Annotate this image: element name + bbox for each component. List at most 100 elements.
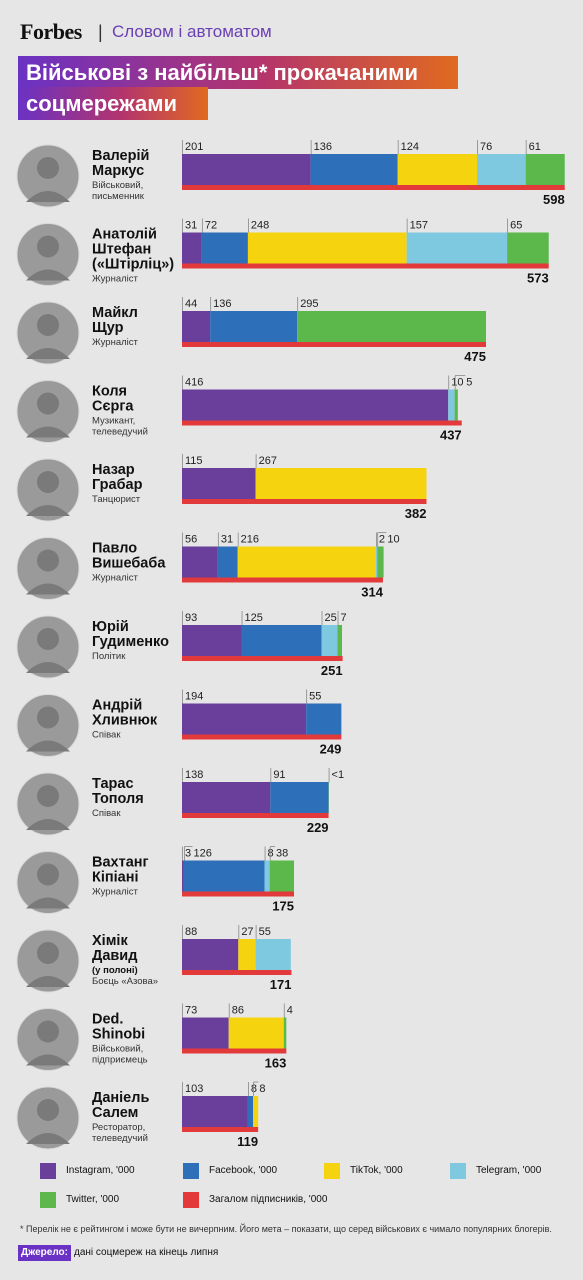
avatar-head xyxy=(37,1099,59,1121)
legend-swatch-telegram xyxy=(450,1163,466,1179)
legend-label-total: Загалом підписників, '000 xyxy=(209,1194,328,1205)
avatar-head xyxy=(37,471,59,493)
total-label: 119 xyxy=(237,1134,258,1149)
person-role-line: Співак xyxy=(92,808,121,819)
avatar-body xyxy=(26,426,70,438)
person-name-line: Андрій xyxy=(92,698,142,714)
legend-swatch-tiktok xyxy=(324,1163,340,1179)
person-role-line: Політик xyxy=(92,651,126,662)
avatar-body xyxy=(26,740,70,752)
bar-segment xyxy=(182,468,256,499)
source: Джерело: дані соцмереж на кінець липня xyxy=(18,1245,218,1261)
person-role-line: телеведучий xyxy=(92,427,148,438)
segment-label: 136 xyxy=(314,141,332,153)
bar-segment xyxy=(182,939,239,970)
person-role-line: Співак xyxy=(92,730,121,741)
person-name-line: Хімік xyxy=(92,933,128,949)
bar-segment xyxy=(241,625,322,656)
person-role-line: Журналіст xyxy=(92,573,139,584)
avatar-head xyxy=(37,942,59,964)
bar-segment xyxy=(182,154,311,185)
person-name-line: Щур xyxy=(92,320,124,336)
bar-segment xyxy=(201,232,248,264)
segment-label: 126 xyxy=(194,848,212,860)
total-bar xyxy=(182,1048,287,1054)
bar-segment xyxy=(269,860,294,892)
person-role-line: Військовий, xyxy=(92,180,143,191)
segment-label: 31 xyxy=(221,534,233,546)
segment-label: 91 xyxy=(273,769,285,781)
segment-label: 3 xyxy=(185,848,191,860)
bar-segment xyxy=(377,546,384,578)
person-name-line: Маркус xyxy=(92,163,144,179)
bar-segment xyxy=(454,389,458,421)
person-name-line: Павло xyxy=(92,541,137,557)
avatar-body xyxy=(26,505,70,516)
bar-segment xyxy=(182,546,218,578)
bar-segment xyxy=(310,154,398,185)
segment-label: 2 xyxy=(379,534,385,546)
legend-label-instagram: Instagram, '000 xyxy=(66,1165,135,1176)
total-bar xyxy=(182,656,343,661)
segment-label: 55 xyxy=(309,691,321,703)
legend: Instagram, '000 Facebook, '000 TikTok, '… xyxy=(0,1155,583,1215)
segment-label: 124 xyxy=(401,141,419,153)
bar-segment xyxy=(182,703,307,735)
bar-segment xyxy=(210,311,298,342)
person-name-line: Сєрга xyxy=(92,399,134,415)
source-label: Джерело: xyxy=(18,1245,71,1261)
person-role-line: телеведучий xyxy=(92,1133,148,1144)
person-name-note: (у полоні) xyxy=(92,965,138,976)
person-role-line: Танцюрист xyxy=(92,494,141,505)
person-name-line: Анатолій xyxy=(92,227,157,243)
total-label: 437 xyxy=(440,428,462,443)
bar-segment xyxy=(217,546,238,578)
total-label: 229 xyxy=(307,820,329,835)
person-name-line: Вишебаба xyxy=(92,556,166,572)
bar-segment xyxy=(182,782,271,813)
segment-label: 136 xyxy=(213,298,231,310)
bar-segment xyxy=(182,311,211,342)
person-name-line: Валерій xyxy=(92,148,149,164)
segment-label: 44 xyxy=(185,298,197,310)
person-name-line: Shinobi xyxy=(92,1027,145,1043)
avatar-head xyxy=(37,785,59,807)
bar-segment xyxy=(270,782,329,813)
avatar-body xyxy=(26,1133,70,1144)
segment-label: 295 xyxy=(300,298,318,310)
total-label: 249 xyxy=(320,742,342,757)
person-role-line: Музикант, xyxy=(92,416,135,427)
bar-segment xyxy=(264,860,270,892)
segment-label: 65 xyxy=(510,220,522,232)
person-name-line: Штефан xyxy=(92,242,151,258)
bar-segment xyxy=(247,232,407,264)
segment-label: 88 xyxy=(185,926,197,938)
segment-label: 103 xyxy=(185,1083,203,1095)
segment-label: 416 xyxy=(185,377,203,389)
bar-segment xyxy=(182,1017,229,1049)
legend-swatch-total xyxy=(183,1192,199,1208)
bar-segment xyxy=(228,1017,284,1049)
bar-segment xyxy=(182,1096,248,1127)
forbes-logo: Forbes xyxy=(20,19,82,44)
segment-label: 125 xyxy=(245,612,263,624)
person-name-line: Давид xyxy=(92,948,137,964)
legend-label-facebook: Facebook, '000 xyxy=(209,1165,278,1176)
bar-segment xyxy=(182,389,449,421)
bar-segment xyxy=(237,546,376,578)
segment-label: 56 xyxy=(185,534,197,546)
segment-label: 267 xyxy=(259,455,277,467)
person-role-line: Журналіст xyxy=(92,887,139,898)
total-bar xyxy=(182,813,329,818)
bar-segment xyxy=(255,468,427,499)
segment-label: 93 xyxy=(185,612,197,624)
bar-segment xyxy=(253,1096,259,1127)
person-name-line: Коля xyxy=(92,384,127,400)
person-role-line: письменник xyxy=(92,191,145,202)
segment-label: 8 xyxy=(259,1083,265,1095)
avatar-head xyxy=(37,706,59,729)
total-label: 475 xyxy=(464,349,486,364)
bar-segment xyxy=(507,232,549,264)
section-title: Словом і автоматом xyxy=(112,22,272,41)
